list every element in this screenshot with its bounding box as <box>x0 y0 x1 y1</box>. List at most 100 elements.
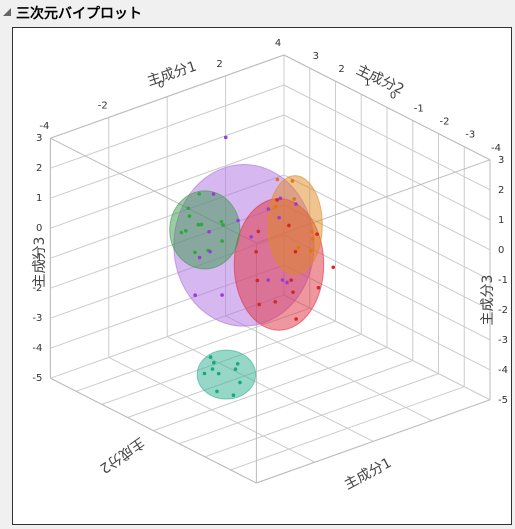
point <box>266 278 270 282</box>
z-tick-label: -3 <box>32 313 42 324</box>
y-tick-label: 1 <box>364 77 370 88</box>
z-tick-label: 0 <box>36 223 42 234</box>
point <box>223 135 228 140</box>
z-tick-label: 0 <box>498 245 504 256</box>
point <box>219 219 224 224</box>
z-tick-label: 3 <box>498 155 504 166</box>
z-tick-label: 2 <box>498 185 504 196</box>
point <box>212 360 216 365</box>
y-tick-label: 2 <box>338 64 344 75</box>
grid-line <box>204 373 439 458</box>
point <box>187 214 192 218</box>
point <box>238 380 242 385</box>
z-tick-label: -3 <box>498 335 508 346</box>
point <box>308 248 313 253</box>
point <box>221 223 225 227</box>
point <box>289 278 293 282</box>
point <box>179 230 184 235</box>
box-edge <box>256 399 491 484</box>
point <box>291 290 295 294</box>
point <box>256 229 261 234</box>
z-tick-label: 3 <box>36 133 42 144</box>
grid-line <box>283 144 491 251</box>
point <box>202 371 207 376</box>
point <box>208 249 212 254</box>
point <box>273 300 277 304</box>
point <box>235 361 240 366</box>
title: 三次元バイプロット <box>16 6 142 22</box>
grid-line <box>283 174 491 281</box>
y-tick-label: -3 <box>465 130 475 141</box>
grid-line <box>283 294 491 401</box>
point <box>287 223 291 228</box>
axis-label: 主成分3 <box>32 237 48 288</box>
grid-line <box>153 346 388 432</box>
point <box>296 245 301 250</box>
point <box>215 389 219 394</box>
z-tick-label: 1 <box>498 215 504 226</box>
point <box>197 192 202 196</box>
y-tick-label: -1 <box>414 104 424 115</box>
point <box>210 367 215 371</box>
point <box>285 280 289 285</box>
point <box>315 232 319 236</box>
point <box>331 265 336 270</box>
point <box>257 302 262 307</box>
point <box>193 250 197 255</box>
z-tick-label: -1 <box>32 253 42 264</box>
point <box>208 355 213 359</box>
grid-line <box>50 84 285 169</box>
point <box>310 237 315 241</box>
z-tick-label: -5 <box>498 395 508 406</box>
point <box>292 197 297 201</box>
z-tick-label: 1 <box>36 193 42 204</box>
grid-line <box>178 360 413 445</box>
header: 三次元バイプロット <box>0 0 515 24</box>
z-tick-label: -1 <box>498 275 508 286</box>
point <box>233 367 238 371</box>
point <box>216 371 221 376</box>
point <box>316 285 321 290</box>
collapse-icon[interactable] <box>3 8 11 16</box>
point <box>199 222 204 227</box>
point <box>254 249 258 254</box>
point <box>275 198 279 202</box>
point <box>220 239 224 243</box>
point <box>280 278 285 282</box>
ellipsoid <box>169 190 241 270</box>
point <box>197 255 202 260</box>
x-tick-label: 0 <box>158 80 164 91</box>
point <box>207 229 211 234</box>
z-tick-label: -5 <box>32 373 42 384</box>
z-tick-label: -2 <box>498 305 508 316</box>
box-edge <box>50 54 285 139</box>
x-tick-label: 2 <box>216 59 222 70</box>
box-edge <box>283 54 491 161</box>
point <box>277 215 281 220</box>
point <box>220 293 224 297</box>
y-tick-label: -2 <box>440 117 450 128</box>
x-tick-label: 4 <box>275 38 281 49</box>
point <box>275 177 280 182</box>
point <box>293 249 298 254</box>
point <box>273 204 278 209</box>
point <box>231 393 236 398</box>
z-tick-label: 2 <box>36 163 42 174</box>
point <box>294 202 298 206</box>
point <box>266 207 271 211</box>
point <box>255 278 260 283</box>
point <box>294 317 298 321</box>
z-tick-label: -4 <box>32 343 42 354</box>
point <box>196 222 201 227</box>
z-tick-label: -4 <box>498 365 508 376</box>
point <box>184 229 188 233</box>
grid-line <box>283 114 491 221</box>
point <box>249 235 253 239</box>
y-tick-label: -4 <box>491 143 501 154</box>
y-tick-label: 0 <box>390 90 396 101</box>
ellipsoid <box>196 349 257 400</box>
z-tick-label: -2 <box>32 283 42 294</box>
point <box>290 179 295 183</box>
